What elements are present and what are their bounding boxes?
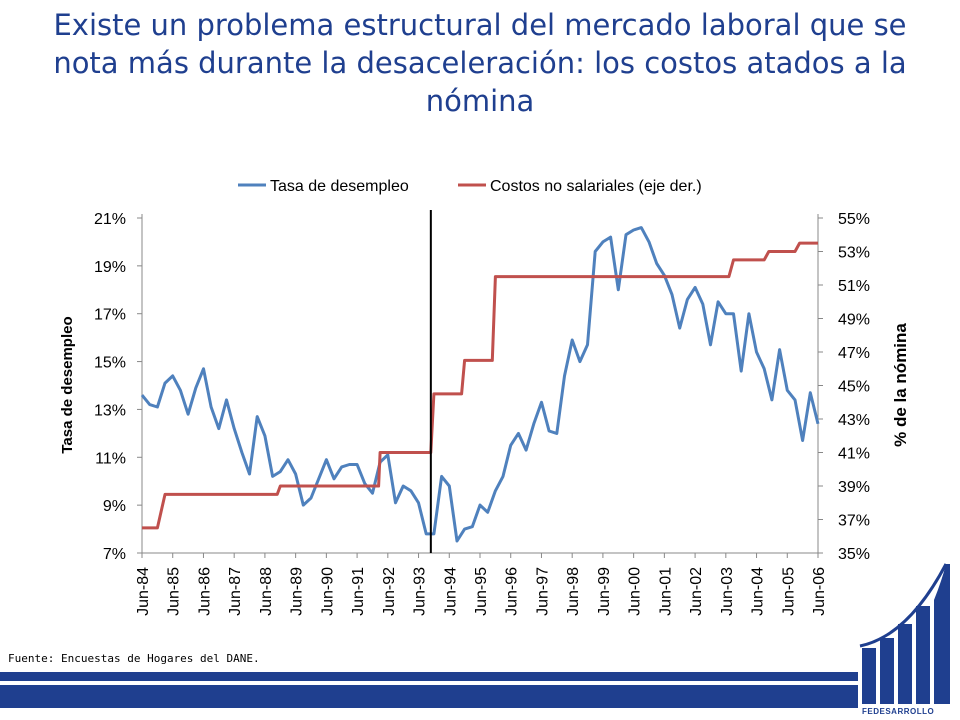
logo-bars-icon bbox=[859, 563, 950, 704]
left-tick-label: 13% bbox=[94, 402, 126, 419]
right-tick-label: 55% bbox=[838, 211, 870, 228]
right-tick-label: 35% bbox=[838, 546, 870, 563]
fedesarrollo-logo bbox=[858, 560, 960, 720]
x-axis: Jun-84 Jun-85 Jun-86 Jun-87 Jun-88 Jun-89 Jun-… bbox=[135, 553, 828, 616]
source-note: Fuente: Encuestas de Hogares del DANE. bbox=[8, 652, 260, 665]
x-tick-label: Jun-85 bbox=[166, 567, 183, 616]
x-tick-label: Jun-03 bbox=[719, 567, 736, 616]
x-tick-label: Jun-97 bbox=[534, 567, 551, 616]
right-axis: 55% 53% 51% 49% 47% 45% 43% 41% 39% 37% 35% bbox=[818, 211, 870, 563]
left-tick-label: 19% bbox=[94, 259, 126, 276]
x-tick-label: Jun-88 bbox=[258, 567, 275, 616]
series-line-costs bbox=[142, 241, 818, 530]
left-tick-label: 9% bbox=[103, 498, 126, 515]
right-tick-label: 51% bbox=[838, 278, 870, 295]
right-tick-label: 37% bbox=[838, 513, 870, 530]
x-tick-label: Jun-96 bbox=[504, 567, 521, 616]
x-tick-label: Jun-90 bbox=[319, 567, 336, 616]
y-axis-label-left: Tasa de desempleo bbox=[59, 316, 76, 453]
left-axis: 21% 19% 17% 15% 13% 11% 9% 7% bbox=[94, 211, 142, 563]
x-tick-label: Jun-86 bbox=[196, 567, 213, 616]
left-tick-label: 7% bbox=[103, 546, 126, 563]
x-tick-label: Jun-98 bbox=[565, 567, 582, 616]
right-tick-label: 41% bbox=[838, 446, 870, 463]
legend-label-costs: Costos no salariales (eje der.) bbox=[490, 178, 702, 195]
x-tick-label: Jun-89 bbox=[289, 567, 306, 616]
left-tick-label: 21% bbox=[94, 211, 126, 228]
x-tick-label: Jun-84 bbox=[135, 567, 152, 616]
x-tick-label: Jun-93 bbox=[412, 567, 429, 616]
footer-stripe bbox=[0, 681, 960, 685]
plot-frame bbox=[141, 214, 819, 554]
x-tick-label: Jun-95 bbox=[473, 567, 490, 616]
y-axis-label-right: % de la nómina bbox=[891, 323, 910, 447]
slide-title: Existe un problema estructural del merca… bbox=[53, 8, 907, 118]
left-tick-label: 15% bbox=[94, 355, 126, 372]
right-tick-label: 53% bbox=[838, 245, 870, 262]
legend: Tasa de desempleo Costos no salariales (… bbox=[238, 178, 702, 195]
x-tick-label: Jun-91 bbox=[350, 567, 367, 616]
x-tick-label: Jun-92 bbox=[381, 567, 398, 616]
left-tick-label: 17% bbox=[94, 307, 126, 324]
x-tick-label: Jun-05 bbox=[780, 567, 797, 616]
left-tick-label: 11% bbox=[95, 450, 126, 467]
right-tick-label: 45% bbox=[838, 379, 870, 396]
x-tick-label: Jun-04 bbox=[750, 567, 767, 616]
x-tick-label: Jun-01 bbox=[657, 567, 674, 616]
right-tick-label: 43% bbox=[838, 412, 870, 429]
right-tick-label: 49% bbox=[838, 312, 870, 329]
x-tick-label: Jun-06 bbox=[811, 567, 828, 616]
x-tick-label: Jun-94 bbox=[442, 567, 459, 616]
footer-band bbox=[0, 672, 960, 708]
right-tick-label: 39% bbox=[838, 479, 870, 496]
series-line-unemployment bbox=[140, 226, 820, 543]
logo-text: FEDESARROLLO bbox=[862, 707, 935, 716]
legend-label-unemployment: Tasa de desempleo bbox=[270, 178, 409, 195]
x-tick-label: Jun-00 bbox=[627, 567, 644, 616]
series-layer bbox=[140, 210, 820, 553]
x-tick-label: Jun-87 bbox=[227, 567, 244, 616]
x-tick-label: Jun-02 bbox=[688, 567, 705, 616]
right-tick-label: 47% bbox=[838, 345, 870, 362]
x-tick-label: Jun-99 bbox=[596, 567, 613, 616]
